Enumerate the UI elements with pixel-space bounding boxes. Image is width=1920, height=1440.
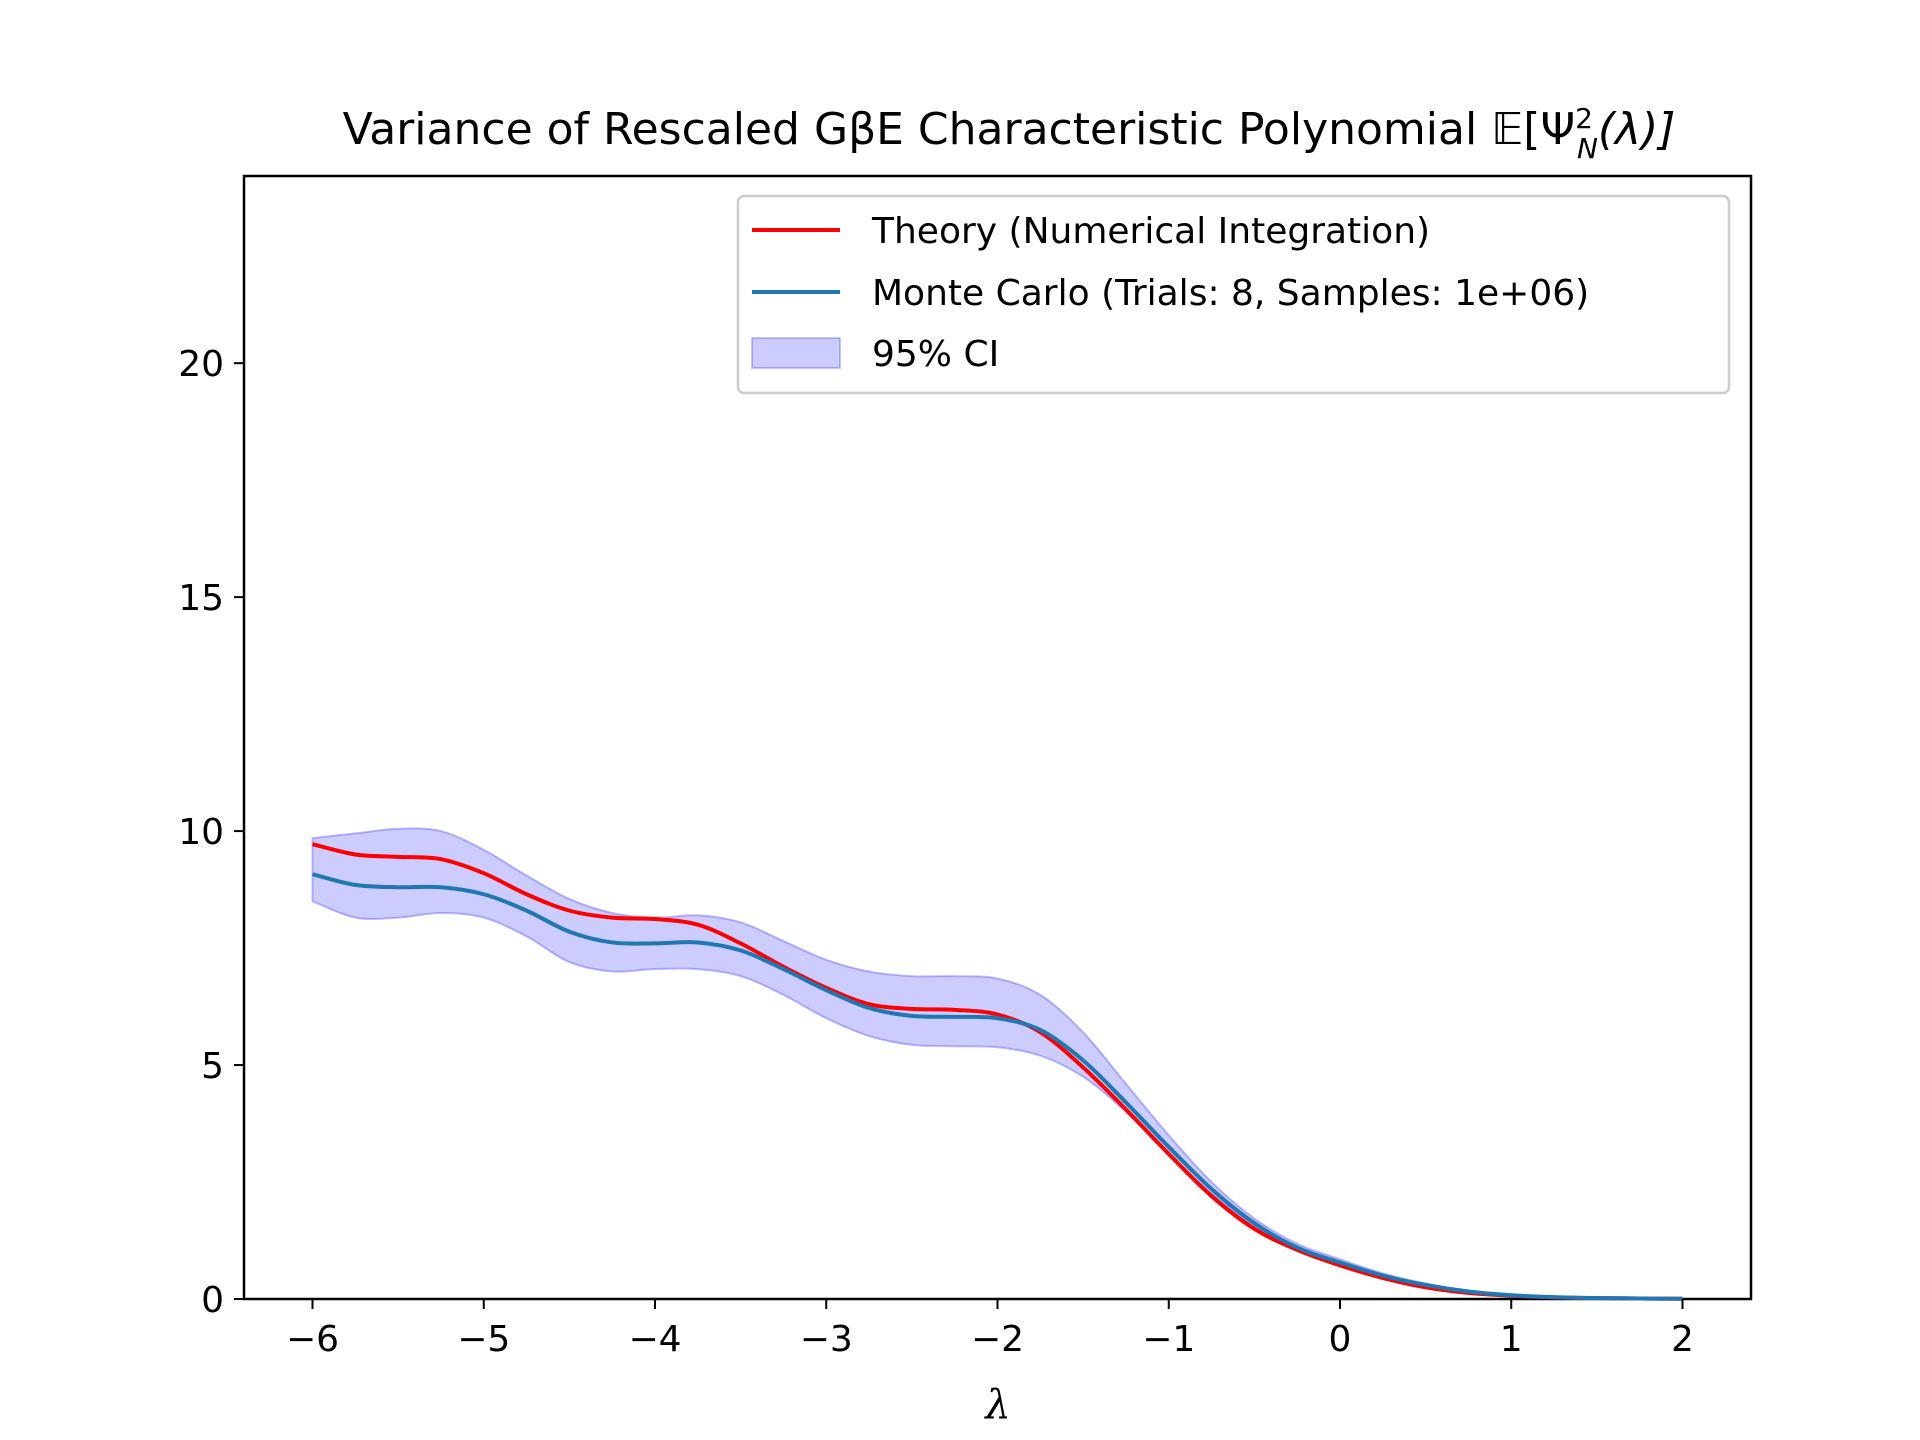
y-tick-label: 10 [178,812,224,853]
x-tick-label: −2 [971,1319,1024,1360]
ci-band [311,827,1684,1300]
x-tick-label: −4 [628,1319,681,1360]
legend: Theory (Numerical Integration) Monte Car… [736,194,1731,395]
x-tick-label: 0 [1329,1319,1352,1360]
chart-title-bb-e: 𝔼 [1491,104,1523,155]
x-tick-label: −5 [457,1319,510,1360]
chart-title-psi: [Ψ [1523,104,1575,155]
legend-swatch-ci [751,337,841,369]
y-tick-label: 20 [178,344,224,385]
x-tick-label: −3 [800,1319,853,1360]
legend-label-montecarlo: Monte Carlo (Trials: 8, Samples: 1e+06) [872,273,1589,314]
x-tick-label: −6 [286,1319,339,1360]
legend-label-theory: Theory (Numerical Integration) [871,211,1430,252]
chart-title-arg: (λ)] [1598,104,1676,155]
y-tick-label: 15 [178,578,224,619]
legend-box [736,194,1731,395]
legend-label-ci: 95% CI [872,334,999,375]
series-layer [312,842,1683,1301]
x-tick-label: 1 [1500,1319,1523,1360]
x-tick-label: 2 [1671,1319,1694,1360]
y-tick-label: 5 [201,1046,224,1087]
x-axis-label: λ [983,1382,1010,1428]
chart-title-sup: 2 [1575,102,1593,135]
x-axis: −6 −5 −4 −3 −2 −1 0 1 2 [286,1299,1694,1360]
ci-layer [311,827,1684,1300]
y-tick-label: 0 [201,1280,224,1321]
x-tick-label: −1 [1142,1319,1195,1360]
series-line-montecarlo [312,872,1683,1301]
chart-title-sub: N [1577,132,1598,165]
chart-title-main: Variance of Rescaled GβE Characteristic … [343,104,1492,155]
chart-title: Variance of Rescaled GβE Characteristic … [343,102,1676,165]
y-axis: 0 5 10 15 20 [178,344,244,1321]
